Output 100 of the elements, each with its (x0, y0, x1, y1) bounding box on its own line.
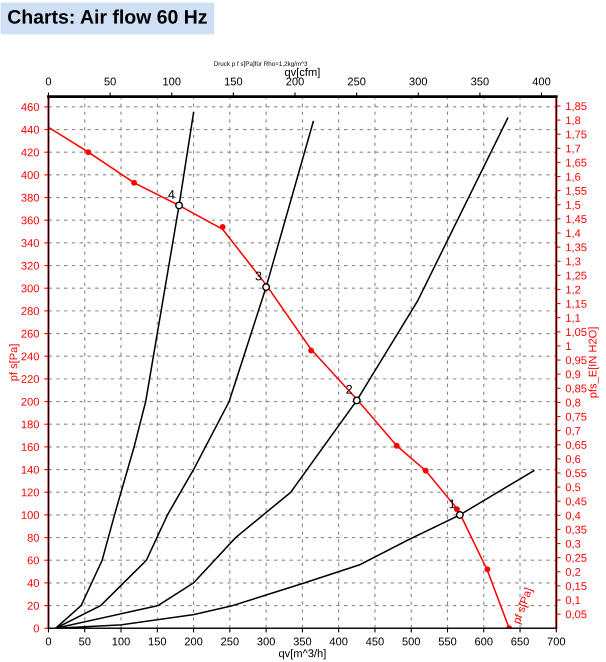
y2-tick-label: 1,1 (566, 314, 580, 324)
x-tick-label: 600 (475, 638, 493, 646)
y2-tick-label: 0,15 (566, 582, 586, 592)
y-tick-label: 440 (21, 126, 40, 134)
y-tick-label: 180 (22, 420, 40, 428)
y-tick-label: 300 (21, 284, 40, 292)
y2-tick-label: 0,75 (566, 412, 586, 422)
x-axis-title: qv[m^3/h] (278, 649, 326, 660)
y2-axis-title: pfs_E[IN H2O] (588, 327, 599, 398)
y-tick-label: 80 (28, 534, 40, 542)
y-tick-label: 340 (21, 239, 40, 247)
y2-tick-label: 1,6 (566, 172, 580, 182)
x2-tick-label: 300 (409, 78, 428, 86)
y2-tick-label: 1,05 (566, 328, 586, 338)
y-tick-label: 20 (28, 602, 40, 610)
point (131, 180, 138, 186)
y2-tick-label: 0,8 (566, 398, 580, 408)
x-tick-label: 150 (148, 638, 166, 646)
y-tick-label: 360 (21, 216, 40, 224)
x-tick-label: 400 (330, 638, 348, 646)
x-tick-label: 200 (184, 638, 202, 646)
y2-tick-label: 0,4 (566, 512, 580, 521)
x2-tick-label: 0 (46, 78, 52, 86)
y2-tick-label: 0,6 (566, 455, 580, 464)
y-tick-label: 380 (21, 194, 40, 202)
x-tick-label: 650 (511, 638, 529, 646)
annotation: 4 (168, 190, 175, 199)
y2-tick-label: 1,7 (566, 144, 580, 154)
y-axis-title: pf s[Pa] (9, 344, 20, 381)
y2-tick-label: 0,45 (566, 497, 586, 507)
y2-tick-label: 0,05 (566, 610, 586, 620)
point (454, 506, 460, 512)
x2-axis-title: qv[cfm] (284, 68, 320, 78)
y2-tick-label: 1,45 (566, 215, 586, 224)
x2-tick-label: 50 (104, 78, 116, 86)
x2-tick-label: 250 (348, 78, 366, 86)
x-tick-label: 300 (257, 638, 275, 646)
annotation: pf s[Pa] (512, 587, 534, 625)
y-tick-label: 40 (27, 579, 40, 588)
chart-title: Charts: Air flow 60 Hz (8, 9, 207, 24)
x-tick-label: 350 (294, 638, 312, 646)
point (352, 396, 361, 404)
point (220, 224, 226, 230)
y2-tick-label: 1,3 (566, 258, 580, 267)
y2-tick-label: 1,35 (566, 243, 586, 253)
y2-tick-label: 0,65 (566, 441, 586, 450)
y2-tick-label: 1,75 (566, 130, 586, 140)
point (175, 202, 184, 210)
y2-tick-label: 1,85 (566, 102, 586, 112)
x2-tick-label: 200 (286, 78, 304, 86)
y2-tick-label: 0,5 (566, 483, 580, 493)
y2-tick-label: 1,2 (566, 286, 580, 295)
y-tick-label: 280 (21, 307, 40, 316)
x-tick-label: 450 (366, 638, 384, 646)
y-tick-label: 240 (21, 352, 40, 360)
x-tick-label: 100 (112, 638, 130, 646)
point (484, 566, 490, 572)
point (262, 283, 270, 292)
y2-tick-label: 0,95 (566, 356, 586, 366)
y2-tick-label: 1,5 (566, 201, 580, 210)
y2-tick-label: 1,15 (566, 300, 586, 310)
y2-tick-label: 0,1 (566, 596, 580, 606)
y2-tick-label: 0,25 (566, 554, 586, 564)
x-tick-label: 50 (79, 638, 90, 646)
x-tick-label: 0 (46, 638, 52, 646)
point (85, 149, 92, 156)
y-tick-label: 400 (21, 171, 40, 179)
y-tick-label: 160 (22, 443, 40, 452)
y-tick-label: 260 (21, 330, 40, 338)
x-tick-label: 500 (402, 638, 420, 646)
y-tick-label: 140 (22, 466, 40, 474)
y-tick-label: 60 (28, 556, 40, 564)
y-tick-label: 460 (21, 103, 40, 111)
x2-tick-label: 150 (224, 78, 242, 86)
y2-tick-label: 0,3 (566, 540, 580, 549)
point (456, 510, 464, 519)
y2-tick-label: 1,4 (566, 229, 580, 238)
y2-tick-label: 1 (566, 342, 571, 350)
y-tick-label: 0 (34, 624, 40, 632)
y2-tick-label: 1,65 (566, 158, 586, 168)
y-tick-label: 200 (21, 398, 40, 406)
y-tick-label: 320 (21, 262, 40, 270)
y-tick-label: 420 (21, 148, 40, 156)
x2-tick-label: 100 (163, 78, 181, 86)
x-tick-label: 250 (221, 638, 239, 646)
y2-tick-label: 0,85 (566, 384, 586, 394)
x-tick-label: 550 (438, 638, 456, 646)
x-tick-label: 700 (548, 638, 566, 646)
y2-tick-label: 1,8 (566, 116, 580, 126)
point (422, 468, 429, 474)
y-tick-label: 120 (22, 488, 40, 496)
x2-tick-label: 400 (532, 78, 550, 86)
point (394, 442, 400, 449)
y2-tick-label: 0,35 (566, 526, 586, 535)
point (308, 348, 314, 354)
y2-tick-label: 1,55 (566, 187, 586, 196)
y-tick-label: 220 (21, 375, 40, 384)
y2-tick-label: 0,9 (566, 370, 580, 380)
y-tick-label: 100 (22, 511, 40, 520)
y2-tick-label: 1,25 (566, 272, 586, 281)
